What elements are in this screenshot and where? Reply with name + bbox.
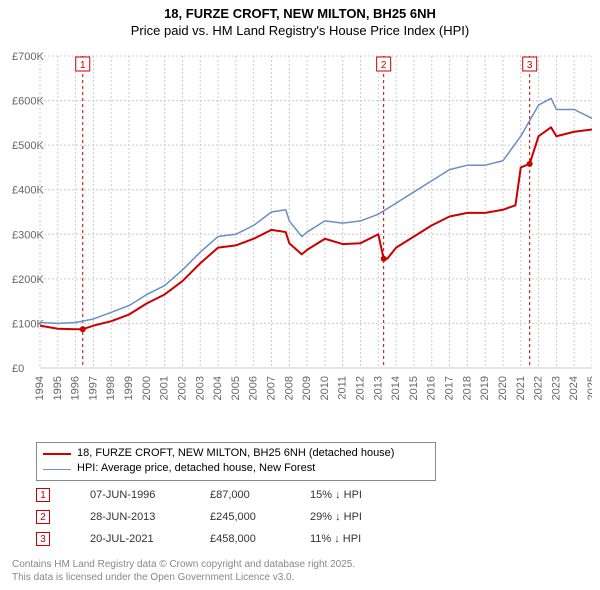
marker-table-num: 2 [36,510,50,524]
line-chart-svg: £0£100K£200K£300K£400K£500K£600K£700K199… [12,48,592,436]
marker-table-date: 28-JUN-2013 [90,511,210,523]
legend-swatch [43,453,71,455]
x-tick-label: 2014 [390,376,402,400]
marker-table-num: 3 [36,532,50,546]
x-tick-label: 2020 [497,376,509,400]
x-tick-label: 2008 [283,376,295,400]
marker-table-date: 07-JUN-1996 [90,489,210,501]
legend-label: 18, FURZE CROFT, NEW MILTON, BH25 6NH (d… [77,446,394,461]
x-tick-label: 2016 [426,376,438,400]
y-tick-label: £0 [12,363,24,375]
chart-legend: 18, FURZE CROFT, NEW MILTON, BH25 6NH (d… [36,442,436,481]
page-subtitle: Price paid vs. HM Land Registry's House … [0,23,600,42]
marker-table-pct: 15% ↓ HPI [310,489,430,501]
sale-point-dot [381,256,387,262]
x-tick-label: 2019 [479,376,491,400]
marker-table-price: £87,000 [210,489,310,501]
marker-table-num: 1 [36,488,50,502]
x-tick-label: 2012 [355,376,367,400]
marker-table-pct: 29% ↓ HPI [310,511,430,523]
x-tick-label: 2010 [319,376,331,400]
series-hpi [40,98,592,323]
x-tick-label: 1994 [34,376,46,400]
x-tick-label: 1995 [52,376,64,400]
x-tick-label: 1996 [70,376,82,400]
x-tick-label: 2011 [337,376,349,400]
x-tick-label: 2007 [265,376,277,400]
x-tick-label: 1998 [105,376,117,400]
marker-table-date: 20-JUL-2021 [90,533,210,545]
x-tick-label: 2017 [444,376,456,400]
sale-marker-number: 1 [80,60,86,71]
marker-table-price: £245,000 [210,511,310,523]
legend-swatch [43,469,71,470]
attribution-text: Contains HM Land Registry data © Crown c… [12,558,355,584]
x-tick-label: 2013 [372,376,384,400]
marker-table-row: 3 20-JUL-2021£458,00011% ↓ HPI [36,528,496,550]
x-tick-label: 2005 [230,376,242,400]
attribution-line2: This data is licensed under the Open Gov… [12,571,355,584]
marker-table-row: 2 28-JUN-2013£245,00029% ↓ HPI [36,506,496,528]
marker-table-row: 1 07-JUN-1996£87,00015% ↓ HPI [36,484,496,506]
x-tick-label: 2023 [550,376,562,400]
marker-table-pct: 11% ↓ HPI [310,533,430,545]
x-tick-label: 2003 [194,376,206,400]
x-tick-label: 2021 [515,376,527,400]
y-tick-label: £300K [12,229,44,241]
page-title: 18, FURZE CROFT, NEW MILTON, BH25 6NH [0,0,600,23]
y-tick-label: £400K [12,185,44,197]
x-tick-label: 2022 [533,376,545,400]
x-tick-label: 2025 [586,376,592,400]
x-tick-label: 2015 [408,376,420,400]
legend-row: HPI: Average price, detached house, New … [43,461,429,476]
x-tick-label: 2001 [159,376,171,400]
x-tick-label: 2006 [248,376,260,400]
marker-table-price: £458,000 [210,533,310,545]
x-tick-label: 2000 [141,376,153,400]
chart-plot: £0£100K£200K£300K£400K£500K£600K£700K199… [12,48,592,436]
series-property [40,127,592,329]
x-tick-label: 2024 [568,376,580,400]
x-tick-label: 1999 [123,376,135,400]
sale-point-dot [527,161,533,167]
x-tick-label: 1997 [87,376,99,400]
legend-label: HPI: Average price, detached house, New … [77,461,315,476]
sale-point-dot [80,326,86,332]
x-tick-label: 2018 [461,376,473,400]
legend-row: 18, FURZE CROFT, NEW MILTON, BH25 6NH (d… [43,446,429,461]
sale-marker-number: 2 [381,60,387,71]
attribution-line1: Contains HM Land Registry data © Crown c… [12,558,355,571]
marker-data-table: 1 07-JUN-1996£87,00015% ↓ HPI 2 28-JUN-2013… [36,484,496,550]
x-tick-label: 2002 [176,376,188,400]
sale-marker-number: 3 [527,60,533,71]
x-tick-label: 2009 [301,376,313,400]
chart-container: 18, FURZE CROFT, NEW MILTON, BH25 6NH Pr… [0,0,600,590]
x-tick-label: 2004 [212,376,224,400]
